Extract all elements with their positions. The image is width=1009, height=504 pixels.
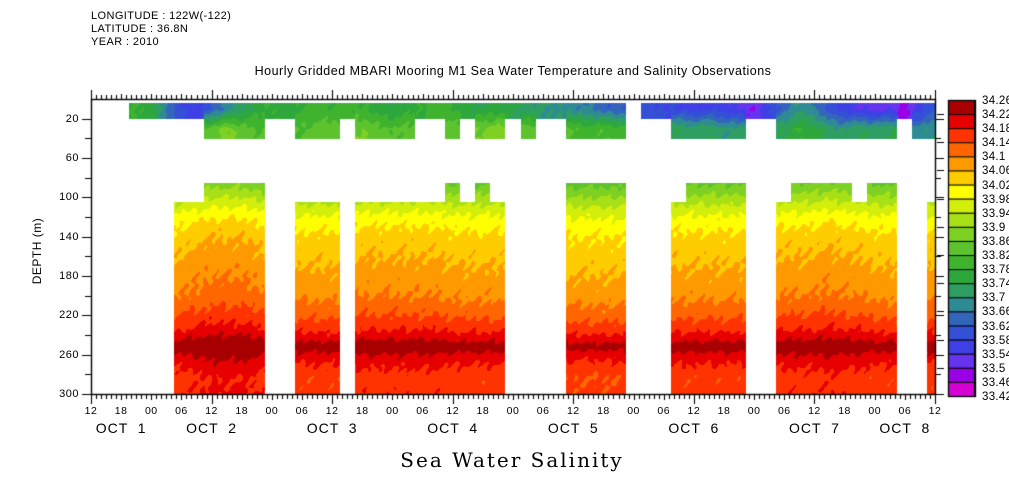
x-axis-date-label: OCT 6 [668, 420, 720, 436]
x-axis-hour-tick-label: 06 [295, 405, 309, 417]
x-axis-hour-tick-label: 12 [84, 405, 98, 417]
x-axis-hour-tick-label: 06 [777, 405, 791, 417]
x-axis-hour-tick-label: 00 [386, 405, 399, 417]
colorbar-tick-label: 34.14 [982, 137, 1009, 150]
colorbar-tick-label: 34.06 [982, 165, 1009, 178]
colorbar-tick-label: 34.02 [982, 179, 1009, 192]
x-axis-hour-tick-label: 12 [687, 405, 701, 417]
colorbar-tick-label: 33.42 [982, 391, 1009, 403]
colorbar-tick-label: 33.98 [982, 193, 1009, 206]
x-axis-hour-tick-label: 12 [325, 405, 339, 417]
x-axis-hour-tick-label: 12 [205, 405, 218, 417]
y-axis-tick-label: 220 [59, 309, 79, 322]
y-axis-tick-label: 20 [65, 112, 79, 125]
y-axis-tick-label: 60 [65, 152, 79, 164]
x-axis-hour-tick-label: 18 [355, 405, 369, 417]
colorbar-tick-label: 33.94 [982, 207, 1009, 220]
x-axis-date-label: OCT 8 [879, 420, 931, 436]
colorbar-tick-label: 34.22 [982, 109, 1009, 122]
x-axis-date-label: OCT 4 [427, 420, 479, 436]
x-axis-hour-tick-label: 00 [506, 405, 520, 417]
bottom-axis-title: Sea Water Salinity [400, 448, 624, 472]
colorbar-tick-label: 33.62 [982, 320, 1009, 333]
colorbar-tick-label: 33.74 [982, 278, 1009, 291]
y-axis-tick-label: 180 [59, 270, 79, 282]
x-axis-hour-tick-label: 18 [717, 405, 731, 417]
colorbar-tick-label: 33.46 [982, 376, 1009, 389]
x-axis-hour-tick-label: 18 [476, 405, 490, 417]
colorbar-tick-label: 33.7 [982, 292, 1006, 305]
x-axis-hour-tick-label: 00 [144, 405, 158, 417]
header-block: LONGITUDE : 122W(-122) LATITUDE : 36.8N … [91, 10, 231, 49]
x-axis-hour-tick-label: 00 [747, 405, 761, 417]
colorbar-tick-label: 34.1 [982, 151, 1006, 164]
y-axis-tick-label: 100 [59, 191, 79, 204]
colorbar-tick-label: 34.18 [982, 123, 1009, 136]
x-axis-hour-tick-label: 18 [597, 405, 610, 417]
x-axis-hour-tick-label: 12 [446, 405, 460, 417]
colorbar-tick-label: 33.66 [982, 306, 1009, 319]
x-axis-hour-tick-label: 06 [657, 405, 671, 417]
y-axis-tick-label: 300 [59, 388, 79, 400]
y-axis-tick-label: 260 [59, 348, 79, 361]
x-axis-hour-tick-label: 06 [536, 405, 550, 417]
x-axis-hour-tick-label: 00 [265, 405, 279, 417]
x-axis-date-label: OCT 2 [186, 420, 237, 436]
colorbar-tick-label: 33.5 [982, 362, 1006, 375]
header-year: YEAR : 2010 [91, 36, 159, 48]
x-axis-hour-tick-label: 06 [175, 405, 188, 417]
x-axis-hour-tick-label: 12 [808, 405, 821, 417]
x-axis-date-label: OCT 3 [306, 420, 358, 436]
x-axis-hour-tick-label: 00 [868, 405, 882, 417]
x-axis-hour-tick-label: 18 [838, 405, 851, 417]
colorbar-tick-label: 33.54 [982, 348, 1009, 361]
x-axis-hour-tick-label: 12 [928, 405, 942, 417]
x-axis-hour-tick-label: 06 [416, 405, 429, 417]
x-axis-hour-tick-label: 18 [235, 405, 249, 417]
colorbar-tick-label: 33.58 [982, 334, 1009, 347]
colorbar-tick-label: 33.78 [982, 264, 1009, 277]
x-axis-date-label: OCT 5 [547, 420, 599, 436]
chart-title: Hourly Gridded MBARI Mooring M1 Sea Wate… [254, 64, 772, 78]
header-longitude: LONGITUDE : 122W(-122) [91, 10, 232, 22]
header-latitude: LATITUDE : 36.8N [91, 23, 189, 35]
y-axis-tick-label: 140 [59, 230, 79, 243]
x-axis-hour-tick-label: 06 [898, 405, 912, 417]
colorbar-tick-label: 33.9 [982, 221, 1006, 234]
x-axis-hour-tick-label: 18 [114, 405, 128, 417]
colorbar-tick-label: 34.26 [982, 95, 1009, 107]
x-axis-hour-tick-label: 00 [627, 405, 640, 417]
colorbar-tick-label: 33.86 [982, 235, 1009, 248]
colorbar-tick-label: 33.82 [982, 250, 1009, 263]
x-axis-date-label: OCT 1 [95, 420, 147, 436]
x-axis-date-label: OCT 7 [788, 420, 840, 436]
x-axis-hour-tick-label: 12 [566, 405, 580, 417]
